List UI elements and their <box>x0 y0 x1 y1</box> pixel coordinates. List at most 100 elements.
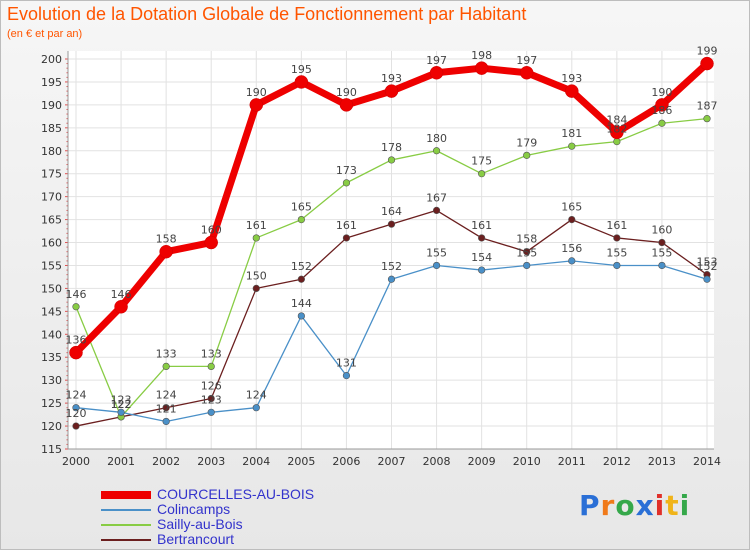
data-label-Colincamps-2003: 123 <box>201 393 222 406</box>
proxiti-logo: Proxiti <box>579 489 690 522</box>
x-tick-label-2014: 2014 <box>693 455 721 468</box>
data-label-Bertrancourt-2010: 158 <box>516 233 537 246</box>
data-label-COURCELLES-AU-BOIS-2010: 197 <box>516 54 537 67</box>
data-label-Bertrancourt-2006: 161 <box>336 219 357 232</box>
data-label-Sailly-au-Bois-2006: 173 <box>336 164 357 177</box>
data-label-COURCELLES-AU-BOIS-2012: 184 <box>606 113 627 126</box>
point-Bertrancourt-2007 <box>387 220 396 228</box>
point-Bertrancourt-2013 <box>658 238 666 247</box>
data-label-COURCELLES-AU-BOIS-2008: 197 <box>426 54 447 67</box>
y-tick-label-140: 140 <box>41 328 62 341</box>
point-COURCELLES-AU-BOIS-2011 <box>565 84 579 98</box>
point-Sailly-au-Bois-2004 <box>252 234 260 242</box>
x-tick-label-2000: 2000 <box>62 455 90 468</box>
data-label-Bertrancourt-2005: 152 <box>291 260 312 273</box>
y-tick-label-175: 175 <box>41 168 62 181</box>
legend-swatch <box>101 508 151 511</box>
logo-letter: P <box>579 489 601 522</box>
point-Sailly-au-Bois-2007 <box>387 156 396 164</box>
data-label-Bertrancourt-2004: 150 <box>246 269 267 282</box>
x-tick-label-2001: 2001 <box>107 455 135 468</box>
data-label-Sailly-au-Bois-2012: 182 <box>606 123 627 136</box>
point-Colincamps-2005 <box>297 312 305 320</box>
data-label-Bertrancourt-2007: 164 <box>381 205 402 218</box>
data-label-Sailly-au-Bois-2011: 181 <box>561 127 582 140</box>
point-Colincamps-2010 <box>523 261 531 270</box>
point-Sailly-au-Bois-2010 <box>523 151 531 159</box>
chart-title: Evolution de la Dotation Globale de Fonc… <box>7 4 527 24</box>
x-tick-label-2002: 2002 <box>152 455 180 468</box>
data-label-Colincamps-2007: 152 <box>381 260 402 273</box>
y-tick-label-180: 180 <box>41 145 62 158</box>
point-Bertrancourt-2000 <box>72 422 80 430</box>
point-COURCELLES-AU-BOIS-2006 <box>339 98 354 112</box>
point-COURCELLES-AU-BOIS-2014 <box>700 56 714 71</box>
data-label-Sailly-au-Bois-2009: 175 <box>471 155 492 168</box>
data-label-Sailly-au-Bois-2005: 165 <box>291 201 312 214</box>
point-Bertrancourt-2003 <box>207 394 215 403</box>
legend: COURCELLES-AU-BOIS Colincamps Sailly-au-Bo… <box>101 487 314 547</box>
legend-swatch <box>101 490 151 499</box>
chart-subtitle: (en € et par an) <box>7 28 83 40</box>
x-tick-label-2011: 2011 <box>558 455 586 468</box>
point-Sailly-au-Bois-2003 <box>207 362 215 371</box>
legend-item-Colincamps: Colincamps <box>101 502 314 517</box>
legend-item-COURCELLES-AU-BOIS: COURCELLES-AU-BOIS <box>101 487 314 502</box>
data-label-Colincamps-2011: 156 <box>561 242 582 255</box>
y-tick-label-115: 115 <box>41 443 62 456</box>
point-Colincamps-2009 <box>478 266 486 274</box>
data-label-Colincamps-2002: 121 <box>156 402 177 415</box>
point-Colincamps-2001 <box>117 408 125 416</box>
point-Bertrancourt-2010 <box>523 248 531 256</box>
data-label-Sailly-au-Bois-2004: 161 <box>246 219 267 232</box>
point-Colincamps-2004 <box>252 404 260 412</box>
y-tick-label-130: 130 <box>41 374 62 387</box>
x-tick-label-2003: 2003 <box>197 455 225 468</box>
data-label-Sailly-au-Bois-2002: 133 <box>156 347 177 360</box>
point-Bertrancourt-2005 <box>297 275 305 283</box>
point-COURCELLES-AU-BOIS-2010 <box>519 66 534 80</box>
data-label-Bertrancourt-2014: 153 <box>697 256 718 269</box>
data-label-Sailly-au-Bois-2000: 146 <box>66 288 87 301</box>
y-tick-label-200: 200 <box>41 53 62 66</box>
point-COURCELLES-AU-BOIS-2009 <box>474 61 489 75</box>
point-Bertrancourt-2008 <box>432 206 441 215</box>
point-Colincamps-2008 <box>432 261 441 270</box>
point-Sailly-au-Bois-2002 <box>162 362 170 371</box>
data-label-Colincamps-2012: 155 <box>606 246 627 259</box>
data-label-COURCELLES-AU-BOIS-2003: 160 <box>201 224 222 237</box>
data-label-COURCELLES-AU-BOIS-2005: 195 <box>291 63 312 76</box>
data-label-Bertrancourt-2011: 165 <box>561 201 582 214</box>
legend-label: COURCELLES-AU-BOIS <box>157 486 315 502</box>
data-label-Bertrancourt-2001: 122 <box>111 398 132 411</box>
series-group <box>69 56 714 430</box>
data-label-Sailly-au-Bois-2007: 178 <box>381 141 402 154</box>
y-tick-label-185: 185 <box>41 122 62 135</box>
point-COURCELLES-AU-BOIS-2004 <box>249 98 264 112</box>
data-label-COURCELLES-AU-BOIS-2009: 198 <box>471 49 492 62</box>
y-tick-label-120: 120 <box>41 420 62 433</box>
x-tick-label-2009: 2009 <box>468 455 496 468</box>
logo-letter: i <box>679 489 691 522</box>
point-Sailly-au-Bois-2008 <box>432 147 441 155</box>
data-label-Sailly-au-Bois-2001: 122 <box>111 398 132 411</box>
point-Bertrancourt-2011 <box>568 215 576 224</box>
data-label-Bertrancourt-2008: 167 <box>426 191 447 204</box>
data-label-Bertrancourt-2009: 161 <box>471 219 492 232</box>
point-COURCELLES-AU-BOIS-2001 <box>114 300 128 314</box>
legend-item-Sailly-au-Bois: Sailly-au-Bois <box>101 517 314 532</box>
data-label-Colincamps-2006: 131 <box>336 357 357 370</box>
data-label-Colincamps-2001: 123 <box>111 393 132 406</box>
data-label-COURCELLES-AU-BOIS-2002: 158 <box>156 233 177 246</box>
data-label-Bertrancourt-2003: 126 <box>201 380 222 393</box>
data-label-Bertrancourt-2000: 120 <box>66 407 87 420</box>
data-label-Colincamps-2004: 124 <box>246 389 267 402</box>
data-label-Sailly-au-Bois-2013: 186 <box>651 104 672 117</box>
point-Colincamps-2013 <box>658 261 666 270</box>
legend-label: Colincamps <box>157 501 231 517</box>
data-label-Colincamps-2010: 155 <box>516 246 537 259</box>
y-tick-label-145: 145 <box>41 305 62 318</box>
legend-swatch <box>101 523 151 526</box>
data-label-COURCELLES-AU-BOIS-2007: 193 <box>381 72 402 85</box>
